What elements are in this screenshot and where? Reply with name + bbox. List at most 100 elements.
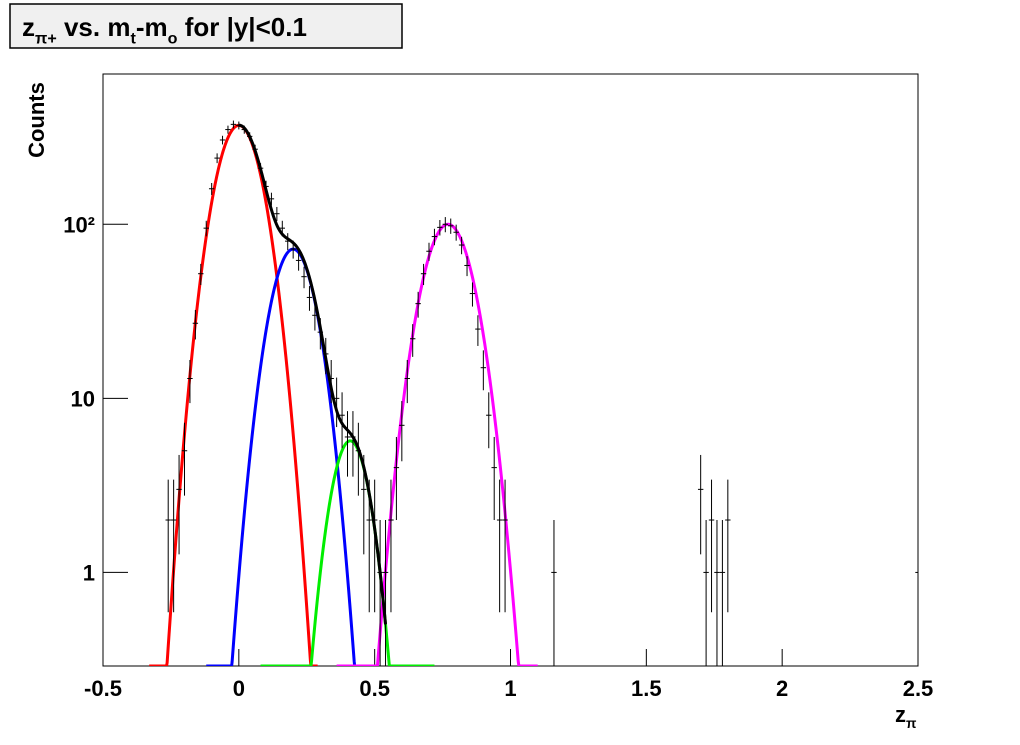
x-tick-label: 1.5 (631, 676, 662, 701)
data-point (312, 302, 318, 331)
data-point (393, 436, 400, 521)
data-point (295, 251, 302, 271)
data-point (415, 291, 421, 318)
chart-title-part: o (168, 29, 178, 47)
data-point (426, 242, 432, 261)
data-point (317, 318, 324, 350)
total-fit-curve (238, 123, 388, 625)
data-point (230, 120, 237, 129)
data-point (219, 135, 226, 145)
data-point (198, 263, 204, 285)
chart-title: zπ+ vs. mt-mo for |y|<0.1 (22, 12, 307, 47)
data-point (236, 121, 242, 130)
data-point (165, 479, 171, 613)
data-point (279, 220, 285, 237)
data-point (268, 192, 275, 206)
data-point (214, 153, 220, 164)
fit-curve (149, 123, 318, 666)
chart-title-part: vs. m (57, 12, 131, 42)
data-point (915, 520, 918, 666)
y-axis-label: Counts (24, 82, 49, 158)
data-point (453, 224, 459, 241)
data-point (431, 228, 438, 246)
data-point (502, 479, 508, 613)
data-point (491, 436, 497, 521)
data-point (469, 282, 476, 307)
data-point (464, 256, 470, 277)
data-point (399, 401, 405, 462)
data-point (458, 236, 465, 255)
x-tick-label: 0.5 (359, 676, 390, 701)
data-point (339, 392, 345, 449)
data-point (725, 479, 731, 613)
data-point (486, 392, 492, 449)
data-point (187, 359, 193, 404)
data-point (274, 206, 280, 222)
data-point (437, 220, 443, 236)
data-point (480, 350, 487, 391)
data-point (333, 377, 340, 428)
data-point (344, 411, 351, 477)
y-tick-label: 10 (71, 386, 95, 411)
data-point (410, 324, 416, 357)
data-point (176, 454, 182, 555)
data-point (170, 479, 177, 613)
x-tick-label: 0 (233, 676, 245, 701)
data-point (708, 479, 715, 613)
x-tick-label: 1 (504, 676, 516, 701)
data-point (404, 359, 410, 404)
title-box (9, 3, 403, 49)
x-tick-label: 2.5 (903, 676, 934, 701)
data-point (714, 520, 720, 666)
data-point (203, 220, 209, 237)
data-point (448, 218, 454, 234)
data-point (328, 359, 334, 404)
data-point (371, 479, 378, 613)
chart-title-part: π+ (35, 29, 57, 47)
data-point (257, 163, 264, 174)
chart-title-part: -m (136, 12, 168, 42)
x-tick-label: 2 (776, 676, 788, 701)
fit-curve (336, 222, 538, 666)
chart-title-part: z (22, 12, 35, 42)
data-point (377, 520, 383, 666)
data-point (306, 286, 313, 311)
data-point (388, 479, 394, 613)
plot-area (149, 120, 918, 666)
data-point (208, 182, 215, 195)
x-axis-label-part: π (906, 716, 917, 731)
data-point (241, 125, 247, 134)
data-point (442, 217, 448, 233)
data-point (350, 411, 356, 477)
data-point (366, 479, 372, 613)
chart-title-part: t (130, 29, 136, 47)
data-point (252, 144, 258, 154)
data-point (361, 454, 367, 555)
data-point (703, 520, 709, 666)
fit-curve (206, 247, 357, 666)
data-point (323, 337, 329, 375)
data-point (420, 263, 427, 285)
x-axis-label: zπ (895, 702, 917, 731)
data-point (181, 422, 188, 496)
data-point (697, 454, 704, 555)
y-tick-label: 1 (83, 560, 95, 585)
x-tick-label: -0.5 (84, 676, 122, 701)
data-point (475, 315, 481, 346)
data-point (382, 520, 389, 666)
y-tick-label: 10² (63, 212, 95, 237)
x-axis-label-part: z (895, 702, 906, 727)
data-point (301, 266, 307, 289)
data-point (355, 422, 362, 496)
data-point (496, 479, 503, 613)
data-point (247, 132, 253, 141)
data-point (225, 125, 231, 134)
chart-title-part: for |y|<0.1 (177, 12, 306, 42)
data-point (285, 233, 291, 251)
data-point (263, 180, 269, 193)
data-point (192, 309, 199, 340)
data-point (551, 520, 557, 666)
